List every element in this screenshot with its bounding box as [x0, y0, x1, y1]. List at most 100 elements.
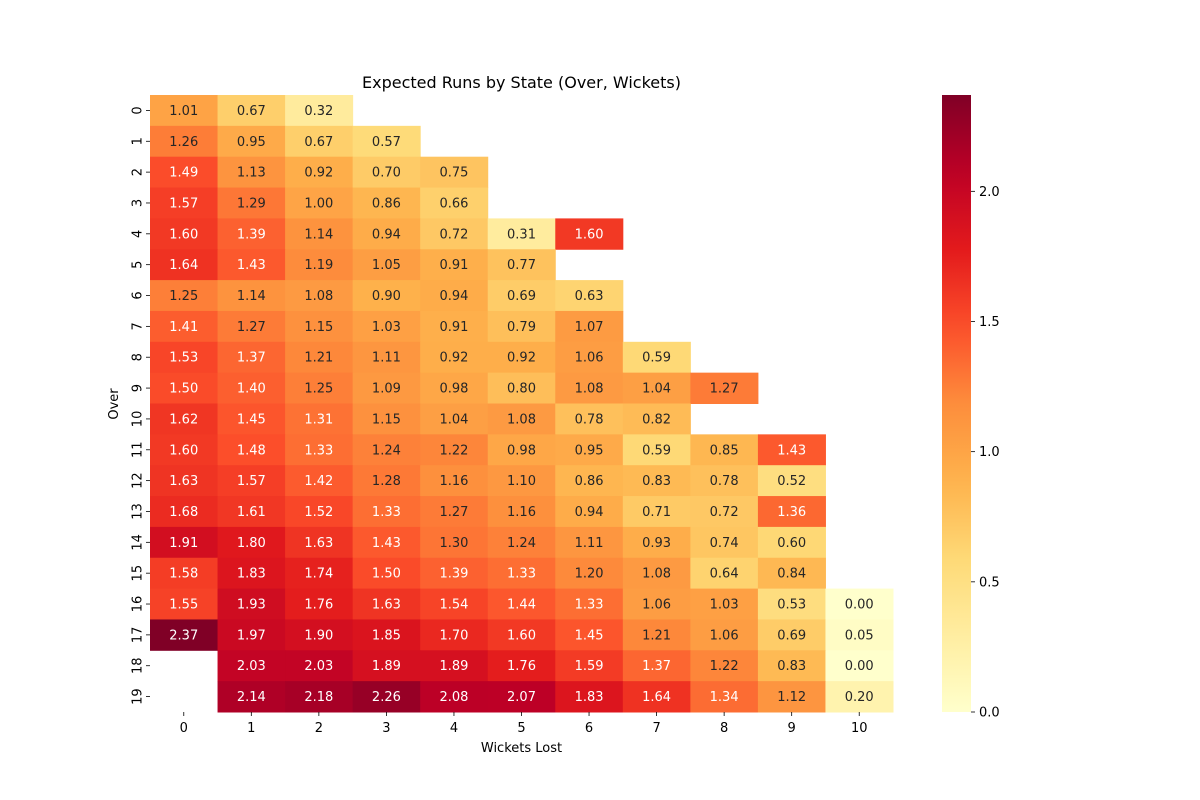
cell-value-label: 1.11 [575, 536, 604, 551]
heatmap-cell [217, 465, 286, 497]
cell-value-label: 0.86 [575, 474, 604, 489]
cell-value-label: 1.08 [507, 412, 536, 427]
cell-value-label: 1.25 [169, 289, 198, 304]
y-tick-label: 9 [131, 384, 146, 392]
cell-value-label: 0.00 [845, 598, 874, 613]
heatmap-cell [555, 434, 624, 466]
cell-value-label: 0.85 [710, 443, 739, 458]
heatmap-cell [757, 588, 826, 620]
cell-value-label: 1.08 [642, 567, 671, 582]
cell-value-label: 1.19 [304, 258, 333, 273]
cell-value-label: 2.03 [237, 659, 266, 674]
heatmap-cell [217, 619, 286, 651]
cell-value-label: 1.58 [169, 567, 198, 582]
cell-value-label: 1.53 [169, 351, 198, 366]
heatmap-cell [150, 218, 219, 250]
y-tick-label: 2 [131, 168, 146, 176]
heatmap-cell [420, 619, 489, 651]
heatmap-cell [622, 496, 691, 528]
heatmap-cell [420, 650, 489, 682]
cell-value-label: 1.24 [507, 536, 536, 551]
cell-value-label: 1.49 [169, 166, 198, 181]
heatmap-cell [352, 249, 421, 281]
heatmap-cell [285, 496, 354, 528]
cell-value-label: 0.79 [507, 320, 536, 335]
y-axis-label: Over [107, 388, 122, 420]
cell-value-label: 1.90 [304, 628, 333, 643]
heatmap-cell [757, 496, 826, 528]
heatmap-cell [622, 434, 691, 466]
cell-value-label: 1.27 [710, 382, 739, 397]
cell-value-label: 1.09 [372, 382, 401, 397]
cell-value-label: 1.22 [439, 443, 468, 458]
cell-value-label: 0.91 [439, 320, 468, 335]
cell-value-label: 1.29 [237, 196, 266, 211]
heatmap-cell [285, 310, 354, 343]
heatmap-cell [487, 496, 556, 528]
cell-value-label: 1.62 [169, 412, 198, 427]
cell-value-label: 0.78 [575, 412, 604, 427]
heatmap-cell [150, 557, 219, 590]
cell-value-label: 0.86 [372, 196, 401, 211]
heatmap-cell [285, 125, 354, 158]
cell-value-label: 1.27 [237, 320, 266, 335]
heatmap-cell [555, 465, 624, 497]
heatmap-cell [487, 434, 556, 466]
heatmap-cell [285, 526, 354, 559]
cell-value-label: 0.92 [439, 351, 468, 366]
heatmap-cell [555, 650, 624, 682]
cell-value-label: 1.14 [237, 289, 266, 304]
heatmap-cell [487, 619, 556, 651]
heatmap-cell [217, 681, 286, 713]
heatmap-cell [690, 372, 759, 404]
cell-value-label: 1.27 [439, 505, 468, 520]
cell-value-label: 0.83 [777, 659, 806, 674]
heatmap-cell [217, 403, 286, 435]
cell-value-label: 1.60 [169, 227, 198, 242]
heatmap-cell [555, 681, 624, 713]
heatmap-cell [420, 403, 489, 435]
cell-value-label: 1.39 [237, 227, 266, 242]
cell-value-label: 1.33 [304, 443, 333, 458]
cell-value-label: 1.45 [237, 412, 266, 427]
heatmap-cell [555, 526, 624, 559]
cell-value-label: 1.12 [777, 690, 806, 705]
cell-value-label: 0.72 [439, 227, 468, 242]
cell-value-label: 1.21 [304, 351, 333, 366]
y-tick-label: 19 [131, 688, 146, 705]
colorbar-gradient [942, 95, 971, 712]
heatmap-cell [285, 650, 354, 682]
heatmap-cell [420, 557, 489, 590]
cell-value-label: 1.43 [372, 536, 401, 551]
cell-value-label: 1.50 [169, 382, 198, 397]
heatmap-cell [150, 496, 219, 528]
heatmap-cell [285, 619, 354, 651]
cell-value-label: 0.94 [372, 227, 401, 242]
x-tick-label: 0 [180, 721, 188, 736]
cell-value-label: 1.06 [575, 351, 604, 366]
cell-value-label: 1.68 [169, 505, 198, 520]
heatmap-cell [150, 156, 219, 189]
heatmap-cell [352, 557, 421, 590]
heatmap-cell [622, 526, 691, 559]
y-tick-label: 18 [131, 657, 146, 674]
heatmap-cell [622, 681, 691, 713]
y-tick-label: 15 [131, 565, 146, 582]
y-tick-label: 4 [131, 230, 146, 238]
heatmap-cell [217, 341, 286, 374]
heatmap-cell [217, 218, 286, 250]
cell-value-label: 2.03 [304, 659, 333, 674]
heatmap-cell [352, 588, 421, 620]
y-tick-label: 5 [131, 261, 146, 269]
heatmap-cell [352, 650, 421, 682]
cell-value-label: 2.08 [439, 690, 468, 705]
cell-value-label: 1.13 [237, 166, 266, 181]
cell-value-label: 0.67 [304, 135, 333, 150]
cell-value-label: 0.31 [507, 227, 536, 242]
heatmap-cell [622, 619, 691, 651]
heatmap-cell [150, 95, 219, 127]
cell-value-label: 0.72 [710, 505, 739, 520]
cell-value-label: 0.59 [642, 351, 671, 366]
